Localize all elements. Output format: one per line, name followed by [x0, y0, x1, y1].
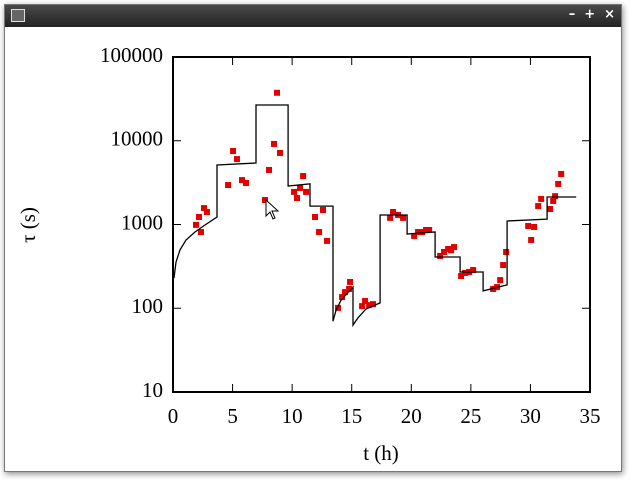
data-point [538, 195, 545, 202]
data-point [525, 223, 532, 230]
x-tick-label: 35 [580, 404, 601, 428]
data-point [276, 149, 283, 156]
data-point [320, 206, 327, 213]
data-point [462, 269, 469, 276]
x-tick-label: 10 [282, 404, 303, 428]
data-point [470, 267, 477, 274]
data-point [370, 301, 377, 308]
data-point [451, 244, 458, 251]
x-tick-label: 20 [401, 404, 422, 428]
data-point [503, 248, 510, 255]
y-axis-label: τ (s) [16, 207, 40, 243]
y-tick-label: 10000 [111, 127, 164, 151]
data-point [558, 170, 565, 177]
data-point [266, 166, 273, 173]
data-point [346, 285, 353, 292]
data-point [426, 226, 433, 233]
window: – + × [4, 4, 622, 472]
y-tick-label: 10 [142, 378, 163, 402]
data-point [448, 247, 455, 254]
data-point [342, 289, 349, 296]
data-point [347, 278, 354, 285]
x-tick-label: 15 [341, 404, 362, 428]
data-point [238, 177, 245, 184]
minimize-button[interactable]: – [568, 7, 576, 22]
x-tick-label: 0 [168, 404, 179, 428]
x-tick-label: 5 [227, 404, 238, 428]
data-point [230, 148, 237, 155]
window-icon [11, 9, 25, 22]
y-tick-label: 100000 [100, 43, 163, 67]
mouse-cursor [265, 198, 280, 220]
data-point [243, 179, 250, 186]
x-tick-label: 30 [520, 404, 541, 428]
data-point [458, 272, 465, 279]
data-point [359, 303, 366, 310]
data-point [294, 195, 301, 202]
data-point [437, 252, 444, 259]
plot-frame [172, 56, 591, 393]
data-point [423, 226, 430, 233]
data-point [274, 89, 281, 96]
data-point [316, 229, 323, 236]
x-axis-label: t (h) [363, 441, 399, 465]
data-point [200, 205, 207, 212]
data-point [312, 213, 319, 220]
data-point [387, 214, 394, 221]
data-point [303, 188, 310, 195]
data-point [550, 197, 557, 204]
data-point [271, 140, 278, 147]
data-point [300, 173, 307, 180]
data-point [500, 262, 507, 269]
data-point [233, 156, 240, 163]
data-point [415, 229, 422, 236]
data-point [535, 203, 542, 210]
data-point [261, 197, 268, 204]
data-point [366, 302, 373, 309]
title-bar: – + × [5, 5, 621, 27]
data-point [547, 206, 554, 213]
data-line [173, 104, 577, 328]
data-point [531, 223, 538, 230]
data-point [555, 180, 562, 187]
data-point [203, 209, 210, 216]
x-tick-label: 25 [460, 404, 481, 428]
maximize-button[interactable]: + [584, 7, 596, 22]
close-button[interactable]: × [604, 7, 615, 22]
data-point [195, 213, 202, 220]
data-point [197, 229, 204, 236]
data-point [400, 214, 407, 221]
window-buttons: – + × [560, 7, 615, 22]
data-point [528, 237, 535, 244]
data-point [324, 237, 331, 244]
data-point [291, 188, 298, 195]
data-point [362, 298, 369, 305]
data-point [419, 229, 426, 236]
data-point [390, 209, 397, 216]
data-point [552, 193, 559, 200]
data-point [335, 304, 342, 311]
y-tick-label: 100 [132, 294, 164, 318]
y-tick-label: 1000 [121, 210, 163, 234]
data-point [339, 294, 346, 301]
data-point [441, 248, 448, 255]
data-point [297, 184, 304, 191]
data-point [411, 232, 418, 239]
data-point [225, 182, 232, 189]
data-point [192, 221, 199, 228]
data-point [497, 277, 504, 284]
